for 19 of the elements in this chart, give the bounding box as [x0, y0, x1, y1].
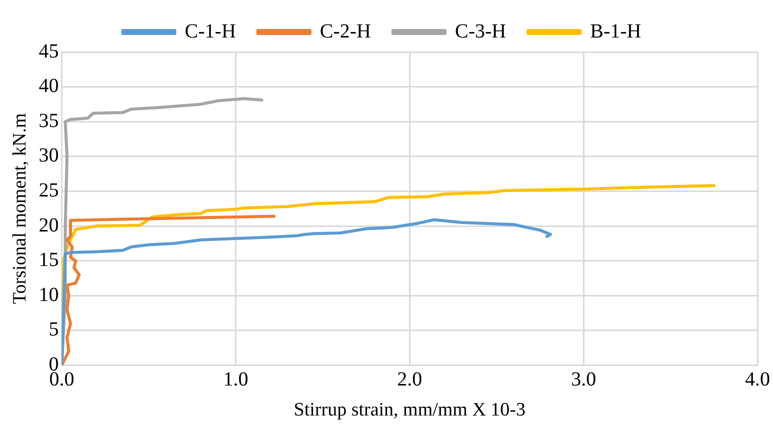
x-tick-label: 4.0	[745, 368, 770, 390]
legend-label: C-2-H	[320, 20, 372, 42]
legend-label: C-3-H	[455, 20, 506, 42]
y-tick-label: 5	[48, 318, 59, 341]
x-axis-title: Stirrup strain, mm/mm X 10-3	[294, 400, 526, 421]
y-tick-label: 10	[38, 284, 59, 306]
legend-label: C-1-H	[184, 20, 236, 42]
y-axis-title: Torsional moment, kN.m	[9, 113, 30, 304]
y-tick-label: 25	[38, 179, 59, 202]
y-tick-label: 35	[38, 110, 59, 132]
x-tick-label: 1.0	[223, 368, 248, 390]
y-tick-label: 30	[38, 144, 59, 167]
legend-label: B-1-H	[590, 20, 642, 42]
y-tick-label: 45	[38, 40, 59, 62]
x-tick-label: 2.0	[397, 368, 422, 390]
x-tick-label: 3.0	[571, 368, 596, 390]
y-tick-label: 40	[38, 75, 59, 98]
y-tick-label: 15	[38, 249, 59, 272]
y-tick-label: 20	[38, 214, 59, 236]
